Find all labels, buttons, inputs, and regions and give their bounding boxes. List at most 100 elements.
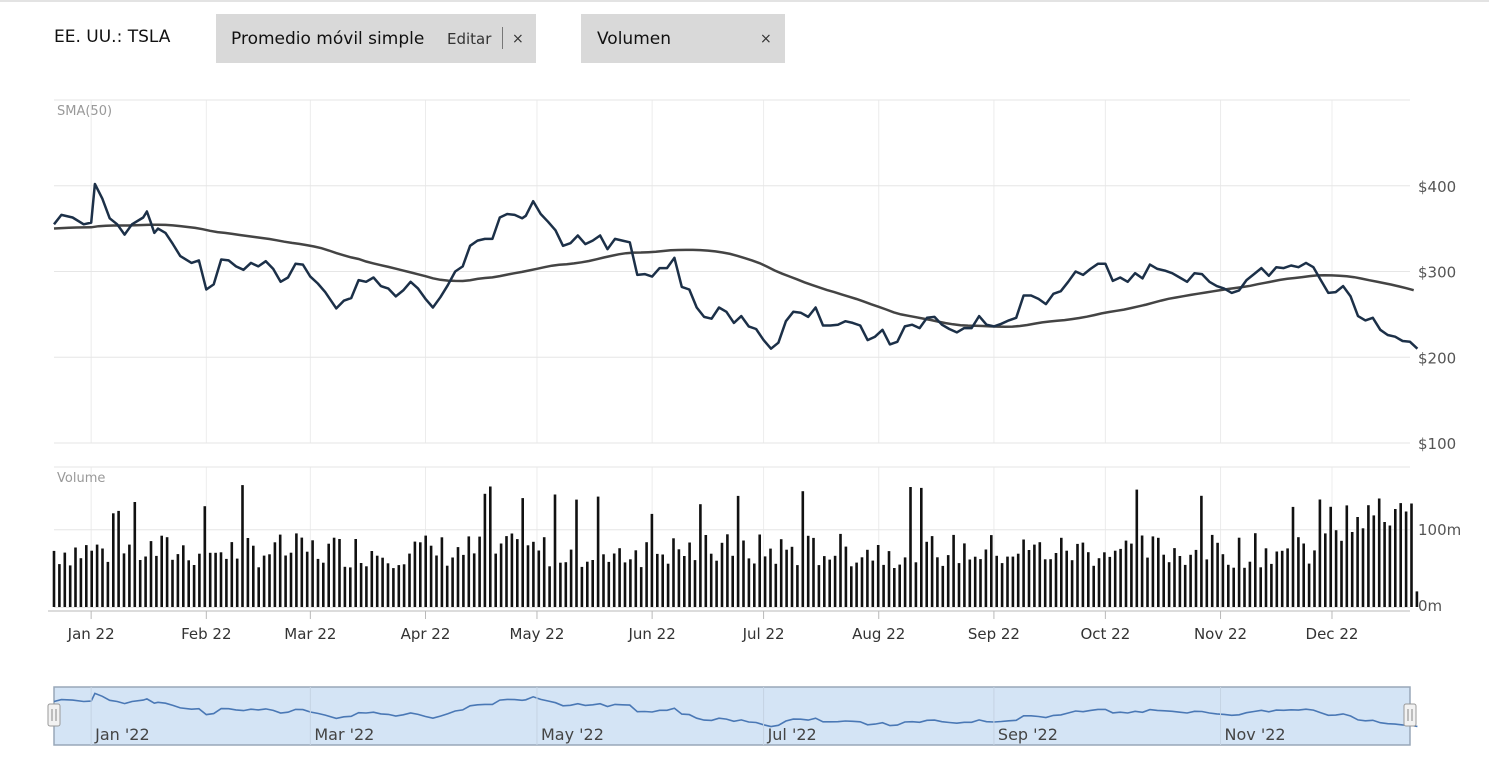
handle-body[interactable]	[47, 703, 61, 727]
volume-bar	[898, 564, 901, 607]
volume-bar	[1410, 503, 1413, 607]
volume-bar	[1297, 537, 1300, 607]
remove-volume-close-icon[interactable]: ×	[760, 30, 772, 47]
volume-bar	[230, 542, 234, 607]
volume-bar	[1237, 537, 1241, 607]
volume-bar	[268, 554, 271, 607]
volume-bar	[580, 566, 584, 607]
volume-bar	[128, 544, 131, 607]
sma-indicator-label: Promedio móvil simple	[231, 28, 425, 49]
volume-bar	[187, 560, 190, 607]
top-divider	[0, 0, 1489, 2]
price-axis-label: $300	[1418, 264, 1456, 282]
volume-bar	[866, 549, 869, 607]
x-axis-tick-label: Jun 22	[627, 625, 675, 643]
volume-bar	[607, 561, 611, 607]
volume-bar	[68, 565, 72, 607]
volume-bar	[806, 535, 810, 607]
volume-bar	[855, 562, 858, 607]
volume-bar	[392, 568, 395, 607]
volume-bar	[278, 534, 282, 607]
volume-bar	[1205, 559, 1209, 607]
volume-bar	[1394, 509, 1397, 607]
volume-bar	[1113, 550, 1117, 607]
volume-bar	[354, 539, 357, 607]
volume-bar	[936, 557, 939, 607]
volume-bar	[796, 565, 799, 607]
volume-bar	[338, 539, 341, 607]
volume-bar	[332, 537, 336, 607]
volume-bar	[63, 552, 67, 607]
volume-bar	[963, 543, 966, 607]
sma-indicator-chip[interactable]: Promedio móvil simple Editar ×	[216, 14, 536, 63]
volume-bar	[629, 559, 632, 607]
chart-grid	[48, 99, 1410, 619]
volume-bar	[273, 542, 277, 607]
volume-indicator-chip[interactable]: Volumen ×	[581, 14, 785, 63]
volume-bar	[1097, 558, 1101, 607]
volume-bar	[677, 549, 681, 607]
price-axis-label: $400	[1418, 178, 1456, 196]
volume-bar	[526, 545, 530, 607]
volume-bar	[699, 504, 702, 607]
volume-bar	[225, 558, 228, 607]
volume-bar	[1356, 517, 1359, 607]
sma-50-line	[53, 223, 1415, 328]
volume-bar	[467, 536, 471, 607]
tsla-price-line	[53, 182, 1419, 350]
volume-bar	[300, 537, 304, 607]
volume-bar	[731, 555, 734, 607]
navigator-tick-label: Jan '22	[94, 725, 150, 744]
volume-bar	[424, 535, 427, 607]
remove-sma-close-icon[interactable]: ×	[512, 30, 524, 47]
volume-bar	[537, 550, 541, 607]
volume-bar	[1377, 498, 1381, 607]
volume-bar	[720, 542, 724, 607]
volume-bar	[591, 560, 594, 607]
x-axis-tick-label: Mar 22	[284, 625, 336, 643]
handle-body[interactable]	[1403, 703, 1417, 727]
edit-indicator-button[interactable]: Editar	[447, 29, 492, 48]
navigator-tick-label: Sep '22	[998, 725, 1058, 744]
volume-bar	[52, 550, 56, 607]
volume-bar	[1049, 559, 1052, 607]
volume-bar	[656, 553, 659, 607]
volume-bar	[505, 536, 508, 607]
navigator-left-handle[interactable]	[47, 703, 61, 727]
volume-bar	[198, 553, 201, 607]
volume-bar	[769, 548, 772, 607]
navigator-range[interactable]	[53, 686, 1411, 746]
volume-bar	[979, 559, 982, 607]
volume-bar	[144, 556, 147, 607]
volume-bar	[1200, 495, 1203, 607]
volume-bar	[1340, 540, 1343, 607]
volume-bar	[138, 560, 142, 607]
volume-bar	[753, 563, 756, 607]
volume-bar	[117, 510, 120, 607]
volume-bar	[715, 560, 718, 607]
volume-bar	[704, 535, 708, 607]
volume-bar	[241, 485, 244, 607]
volume-bar	[666, 563, 670, 607]
volume-bar	[112, 513, 115, 607]
volume-bar	[672, 538, 675, 607]
volume-bar	[1280, 550, 1284, 607]
navigator-right-handle[interactable]	[1403, 703, 1417, 727]
volume-bar	[1006, 556, 1009, 607]
volume-bar	[327, 543, 330, 607]
volume-bar	[214, 552, 217, 607]
volume-bar	[489, 486, 492, 607]
navigator-series-line	[53, 692, 1418, 728]
volume-bar	[1345, 505, 1349, 607]
volume-bar	[235, 558, 239, 607]
volume-bar	[343, 566, 347, 607]
volume-bar	[305, 551, 309, 607]
volume-bar	[995, 555, 998, 607]
volume-axis-label: 0m	[1418, 597, 1442, 615]
volume-bar	[74, 547, 77, 607]
chip-separator	[502, 27, 503, 49]
volume-bar	[58, 564, 61, 607]
volume-bar	[1307, 563, 1311, 607]
navigator[interactable]: Jan '22 Mar '22 May '22 Jul '22 Sep '22 Nov '…	[47, 686, 1418, 746]
